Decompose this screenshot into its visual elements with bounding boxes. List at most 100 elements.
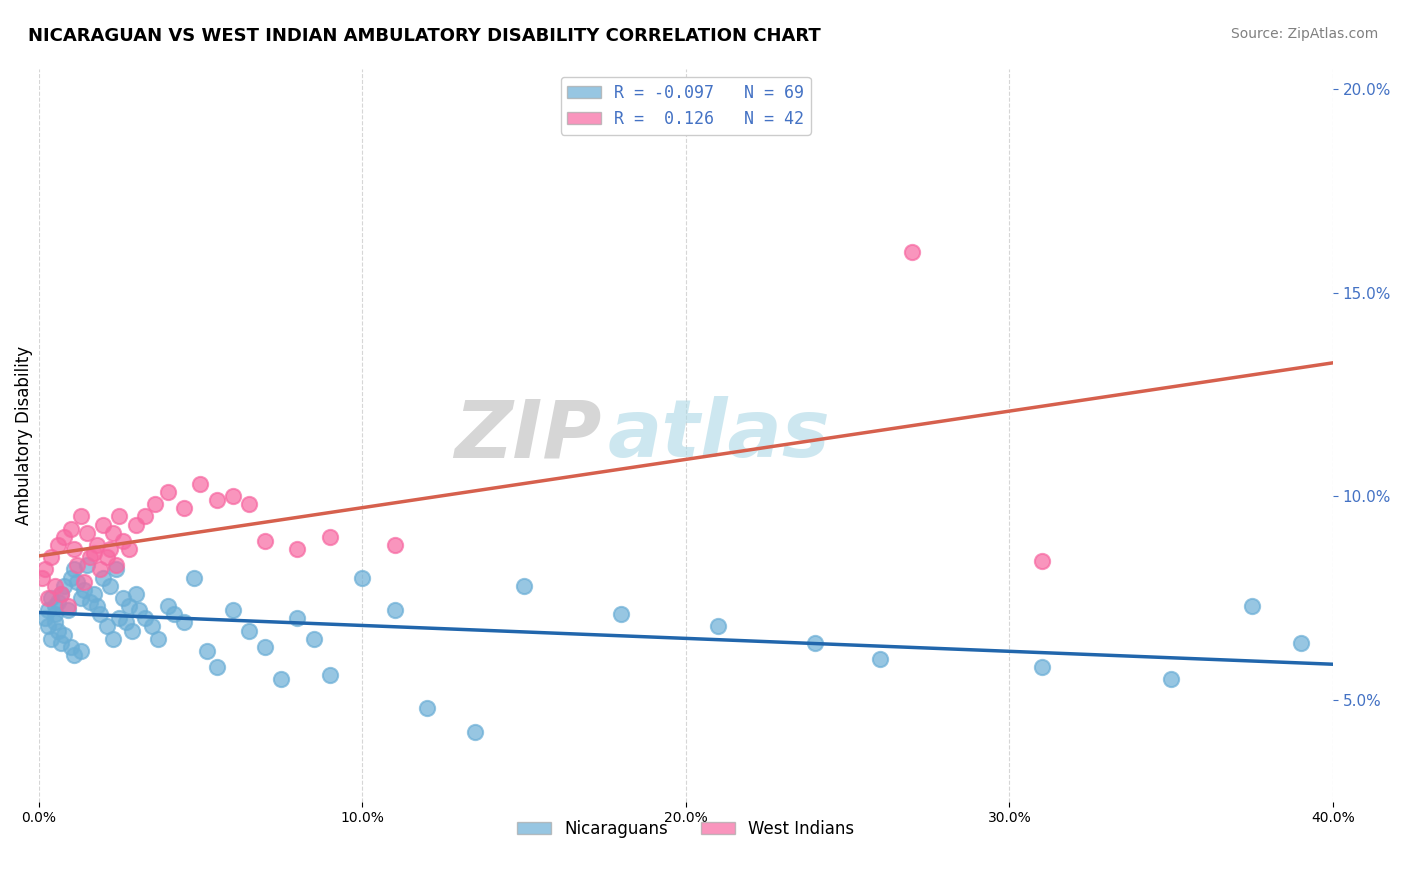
Point: [869, 652, 891, 666]
Point: [56, 603, 79, 617]
Point: [98, 579, 121, 593]
Point: [416, 701, 439, 715]
Point: [195, 644, 218, 658]
Point: [73, 582, 96, 597]
Point: [384, 603, 406, 617]
Point: [63, 648, 86, 662]
Point: [163, 607, 186, 622]
Point: [804, 636, 827, 650]
Y-axis label: Ambulatory Disability: Ambulatory Disability: [15, 345, 32, 524]
Point: [98, 542, 121, 557]
Point: [86, 538, 108, 552]
Point: [44, 615, 66, 630]
Point: [46, 538, 69, 552]
Point: [73, 574, 96, 589]
Point: [31, 571, 53, 585]
Point: [183, 571, 205, 585]
Text: Source: ZipAtlas.com: Source: ZipAtlas.com: [1230, 27, 1378, 41]
Point: [59, 522, 82, 536]
Point: [238, 497, 260, 511]
Point: [37, 603, 59, 617]
Point: [352, 571, 374, 585]
Point: [1031, 554, 1053, 568]
Point: [901, 244, 924, 259]
Point: [91, 571, 114, 585]
Text: NICARAGUAN VS WEST INDIAN AMBULATORY DISABILITY CORRELATION CHART: NICARAGUAN VS WEST INDIAN AMBULATORY DIS…: [28, 27, 821, 45]
Point: [96, 550, 118, 565]
Point: [124, 587, 146, 601]
Point: [118, 542, 141, 557]
Point: [238, 624, 260, 638]
Point: [51, 587, 73, 601]
Point: [384, 538, 406, 552]
Point: [46, 624, 69, 638]
Legend: Nicaraguans, West Indians: Nicaraguans, West Indians: [510, 814, 860, 845]
Point: [44, 607, 66, 622]
Point: [34, 611, 56, 625]
Point: [319, 668, 342, 682]
Point: [124, 517, 146, 532]
Point: [101, 525, 124, 540]
Point: [105, 562, 128, 576]
Point: [66, 574, 89, 589]
Point: [111, 591, 134, 605]
Point: [205, 660, 228, 674]
Text: atlas: atlas: [607, 396, 831, 474]
Point: [108, 611, 131, 625]
Point: [41, 550, 63, 565]
Point: [287, 542, 309, 557]
Point: [121, 624, 143, 638]
Point: [41, 632, 63, 646]
Point: [53, 530, 76, 544]
Point: [41, 591, 63, 605]
Point: [69, 509, 91, 524]
Point: [69, 644, 91, 658]
Point: [83, 587, 105, 601]
Point: [37, 619, 59, 633]
Point: [76, 525, 98, 540]
Text: ZIP: ZIP: [454, 396, 602, 474]
Point: [254, 640, 277, 654]
Point: [111, 533, 134, 548]
Point: [205, 493, 228, 508]
Point: [63, 562, 86, 576]
Point: [101, 632, 124, 646]
Point: [46, 595, 69, 609]
Point: [79, 595, 101, 609]
Point: [173, 501, 195, 516]
Point: [51, 636, 73, 650]
Point: [128, 603, 150, 617]
Point: [108, 509, 131, 524]
Point: [59, 571, 82, 585]
Point: [464, 725, 486, 739]
Point: [53, 579, 76, 593]
Point: [53, 627, 76, 641]
Point: [59, 640, 82, 654]
Point: [34, 562, 56, 576]
Point: [134, 509, 156, 524]
Point: [83, 546, 105, 560]
Point: [270, 673, 292, 687]
Point: [156, 485, 179, 500]
Point: [91, 517, 114, 532]
Point: [118, 599, 141, 613]
Point: [56, 599, 79, 613]
Point: [254, 533, 277, 548]
Point: [79, 550, 101, 565]
Point: [148, 632, 170, 646]
Point: [134, 611, 156, 625]
Point: [156, 599, 179, 613]
Point: [1240, 599, 1263, 613]
Point: [141, 619, 163, 633]
Point: [222, 603, 245, 617]
Point: [86, 599, 108, 613]
Point: [173, 615, 195, 630]
Point: [66, 558, 89, 573]
Point: [69, 591, 91, 605]
Point: [37, 591, 59, 605]
Point: [1031, 660, 1053, 674]
Point: [707, 619, 730, 633]
Point: [610, 607, 633, 622]
Point: [51, 587, 73, 601]
Point: [188, 477, 211, 491]
